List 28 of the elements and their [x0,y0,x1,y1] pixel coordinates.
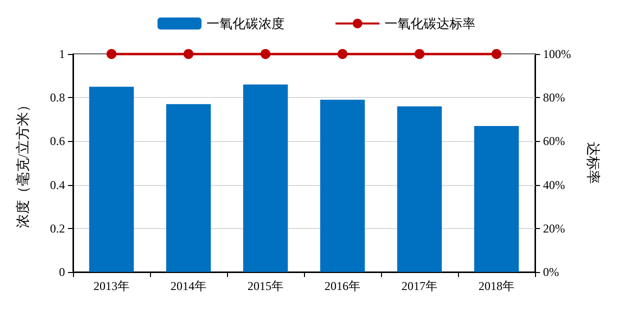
y-tick-label: 0.2 [50,221,65,236]
x-tick-label: 2017年 [402,279,438,293]
legend-label: 一氧化碳浓度 [206,16,284,31]
x-tick-label: 2013年 [94,279,130,293]
x-tick-label: 2018年 [478,279,514,293]
y2-tick-label: 60% [543,134,565,148]
x-tick-label: 2016年 [324,279,360,293]
y-tick-label: 0.8 [50,90,65,105]
bar [89,86,134,272]
bar [397,106,442,272]
legend-label: 一氧化碳达标率 [384,16,476,31]
y-axis-title: 浓度（毫克/立方米） [16,98,32,228]
y2-axis-title: 达标率 [584,142,600,184]
x-tick-label: 2014年 [170,279,206,293]
y-tick-label: 1 [59,47,65,61]
bar [320,100,365,272]
y2-tick-label: 100% [543,47,571,61]
bar [243,84,288,272]
y2-tick-label: 0% [543,265,559,279]
bar [474,126,519,272]
y2-tick-label: 20% [543,221,565,236]
y2-tick-label: 80% [543,90,565,105]
y-tick-label: 0.4 [50,178,65,192]
y2-tick-label: 40% [543,178,565,192]
y-tick-label: 0 [59,265,65,279]
bar [166,104,211,272]
y-tick-label: 0.6 [50,134,65,148]
x-tick-label: 2015年 [248,279,284,293]
